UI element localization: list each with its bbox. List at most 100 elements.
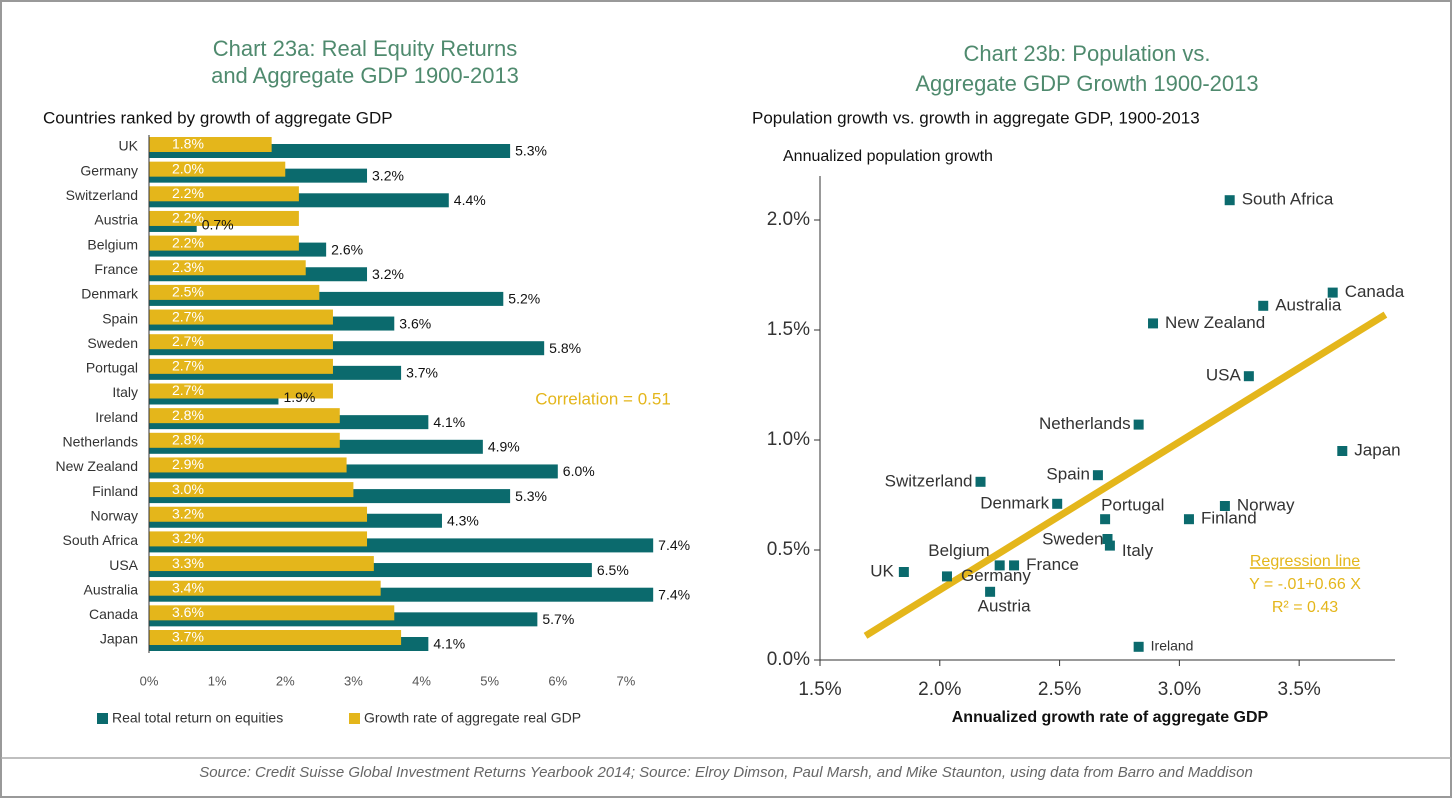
- point-label: New Zealand: [1165, 313, 1265, 332]
- point: [1148, 318, 1159, 329]
- category-label: UK: [119, 138, 139, 154]
- subtitle: Countries ranked by growth of aggregate …: [43, 108, 393, 127]
- x-tick-label: 6%: [548, 673, 567, 688]
- point: [1102, 534, 1113, 544]
- point-label: Canada: [1345, 282, 1405, 301]
- data-label: 7.4%: [658, 537, 690, 553]
- data-label: 3.6%: [399, 315, 431, 331]
- x-tick-label: 1.5%: [798, 679, 841, 700]
- point: [1258, 300, 1269, 311]
- point-label: Switzerland: [885, 471, 973, 490]
- chart-title: and Aggregate GDP 1900-2013: [211, 63, 519, 88]
- point-label: Australia: [1275, 295, 1342, 314]
- data-label: 3.4%: [172, 579, 204, 595]
- legend-label: Real total return on equities: [112, 710, 283, 726]
- point-label: Portugal: [1101, 496, 1164, 515]
- x-tick-label: 2.5%: [1038, 679, 1081, 700]
- point: [1183, 514, 1194, 525]
- bar: [149, 161, 286, 177]
- data-label: 2.8%: [172, 432, 204, 448]
- data-label: 2.2%: [172, 234, 204, 250]
- point: [1327, 287, 1338, 298]
- data-label: 4.4%: [454, 192, 486, 208]
- x-tick-label: 2%: [276, 673, 295, 688]
- bar: [149, 309, 333, 325]
- annotation: Correlation = 0.51: [535, 389, 671, 408]
- category-label: Canada: [89, 606, 138, 622]
- data-label: 2.7%: [172, 358, 204, 374]
- legend-label: Growth rate of aggregate real GDP: [364, 710, 581, 726]
- point: [975, 476, 986, 487]
- bar: [149, 334, 333, 350]
- category-label: Switzerland: [66, 187, 138, 203]
- category-label: Italy: [112, 384, 138, 400]
- point-label: Japan: [1354, 440, 1400, 459]
- point-label: Austria: [978, 596, 1031, 615]
- data-label: 2.9%: [172, 456, 204, 472]
- point: [1133, 419, 1144, 430]
- category-label: France: [94, 261, 138, 277]
- data-label: 3.3%: [172, 555, 204, 571]
- data-label: 6.0%: [563, 463, 595, 479]
- bar: [149, 383, 333, 399]
- point: [1219, 501, 1230, 511]
- bar: [149, 284, 320, 300]
- category-label: Netherlands: [63, 434, 139, 450]
- bar: [149, 531, 368, 547]
- data-label: 7.4%: [658, 586, 690, 602]
- x-tick-label: 1%: [208, 673, 227, 688]
- category-label: Germany: [80, 162, 138, 178]
- data-label: 2.3%: [172, 259, 204, 275]
- bar: [149, 457, 347, 473]
- bar: [149, 482, 354, 498]
- bar: [149, 235, 299, 251]
- data-label: 5.3%: [515, 143, 547, 159]
- category-label: Ireland: [95, 409, 138, 425]
- bar: [149, 358, 333, 374]
- bar: [149, 432, 340, 448]
- point: [941, 571, 952, 582]
- data-label: 2.2%: [172, 210, 204, 226]
- point-label: Norway: [1237, 495, 1295, 514]
- category-label: USA: [109, 557, 138, 573]
- x-tick-label: 3.0%: [1158, 679, 1201, 700]
- legend-swatch: [349, 713, 360, 724]
- point-label: Finland: [1201, 509, 1257, 528]
- bar: [149, 260, 306, 276]
- bar: [149, 605, 395, 621]
- data-label: 6.5%: [597, 562, 629, 578]
- point: [1243, 371, 1254, 382]
- category-label: Finland: [92, 483, 138, 499]
- category-label: New Zealand: [56, 458, 139, 474]
- data-label: 3.2%: [172, 505, 204, 521]
- category-label: South Africa: [63, 532, 139, 548]
- category-label: Denmark: [81, 286, 139, 302]
- data-label: 1.9%: [283, 389, 315, 405]
- point: [994, 560, 1005, 571]
- point: [985, 586, 996, 597]
- category-label: Austria: [94, 212, 138, 228]
- annotation: Y = -.01+0.66 X: [1249, 576, 1361, 593]
- category-label: Japan: [100, 631, 138, 647]
- y-tick-label: 0.0%: [767, 649, 810, 670]
- legend-swatch: [97, 713, 108, 724]
- category-label: Sweden: [87, 335, 138, 351]
- annotation: Regression line: [1250, 553, 1360, 570]
- data-label: 2.8%: [172, 407, 204, 423]
- bar: [149, 556, 374, 572]
- data-label: 1.8%: [172, 136, 204, 152]
- x-tick-label: 2.0%: [918, 679, 961, 700]
- point-label: Spain: [1046, 465, 1089, 484]
- x-tick-label: 0%: [140, 673, 159, 688]
- x-tick-label: 3.5%: [1278, 679, 1321, 700]
- data-label: 2.7%: [172, 382, 204, 398]
- bar: [149, 210, 299, 226]
- data-label: 2.0%: [172, 160, 204, 176]
- category-label: Norway: [91, 507, 138, 523]
- bar: [149, 506, 368, 522]
- data-label: 4.1%: [433, 414, 465, 430]
- point: [1104, 540, 1115, 551]
- bar: [149, 137, 272, 152]
- data-label: 3.2%: [372, 266, 404, 282]
